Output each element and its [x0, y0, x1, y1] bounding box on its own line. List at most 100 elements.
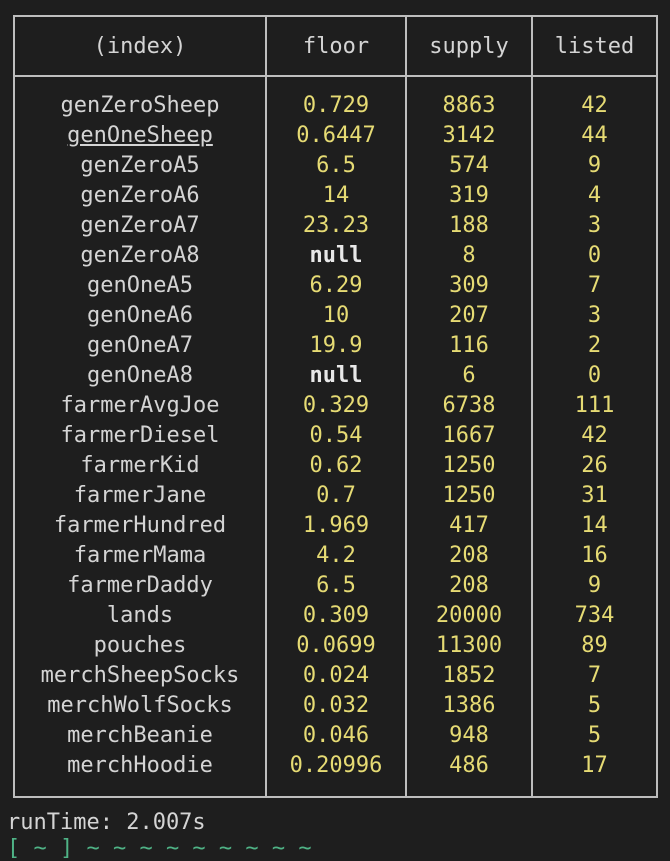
cell-listed: 111 — [531, 391, 658, 421]
cell-index: pouches — [13, 631, 267, 661]
cell-listed: 4 — [531, 181, 658, 211]
cell-floor: 23.23 — [265, 211, 407, 241]
cell-listed: 9 — [531, 151, 658, 181]
table-row: farmerKid 0.62 1250 26 — [13, 451, 658, 481]
table-row: genZeroA7 23.23 188 3 — [13, 211, 658, 241]
console-table: (index) floor supply listed genZeroSheep… — [13, 15, 658, 798]
cell-listed: 42 — [531, 421, 658, 451]
cell-index: farmerDaddy — [13, 571, 267, 601]
table-row: genOneA6 10 207 3 — [13, 301, 658, 331]
cell-listed: 2 — [531, 331, 658, 361]
cell-index: genOneA7 — [13, 331, 267, 361]
cell-index: genOneA5 — [13, 271, 267, 301]
table-row: merchHoodie 0.20996 486 17 — [13, 751, 658, 781]
cell-index: farmerDiesel — [13, 421, 267, 451]
table-bottom-spacer — [13, 781, 658, 797]
cell-floor: 0.20996 — [265, 751, 407, 781]
cell-supply: 207 — [405, 301, 533, 331]
cell-supply: 188 — [405, 211, 533, 241]
cell-floor: 0.54 — [265, 421, 407, 451]
cell-listed: 89 — [531, 631, 658, 661]
cell-supply: 574 — [405, 151, 533, 181]
cell-supply: 1250 — [405, 451, 533, 481]
cell-index: farmerHundred — [13, 511, 267, 541]
table-top-spacer — [13, 76, 658, 91]
cell-listed: 0 — [531, 361, 658, 391]
cell-supply: 319 — [405, 181, 533, 211]
cell-index: farmerJane — [13, 481, 267, 511]
cell-listed: 3 — [531, 211, 658, 241]
cell-index: genZeroA6 — [13, 181, 267, 211]
table-row: genZeroA5 6.5 574 9 — [13, 151, 658, 181]
cell-floor: 0.046 — [265, 721, 407, 751]
cell-index: farmerAvgJoe — [13, 391, 267, 421]
cell-floor: 1.969 — [265, 511, 407, 541]
cell-supply: 309 — [405, 271, 533, 301]
cell-supply: 116 — [405, 331, 533, 361]
table-row: farmerMama 4.2 208 16 — [13, 541, 658, 571]
cell-listed: 17 — [531, 751, 658, 781]
prompt-line: [ ~ ] ~ ~ ~ ~ ~ ~ ~ ~ ~ — [7, 836, 312, 861]
cell-supply: 208 — [405, 541, 533, 571]
cell-floor: 4.2 — [265, 541, 407, 571]
table-row: pouches 0.0699 11300 89 — [13, 631, 658, 661]
cell-index: merchBeanie — [13, 721, 267, 751]
cell-floor: 0.7 — [265, 481, 407, 511]
cell-index: genZeroA8 — [13, 241, 267, 271]
cell-floor: 0.024 — [265, 661, 407, 691]
cell-supply: 208 — [405, 571, 533, 601]
cell-supply: 1852 — [405, 661, 533, 691]
cell-supply: 20000 — [405, 601, 533, 631]
cell-supply: 11300 — [405, 631, 533, 661]
cell-supply: 1667 — [405, 421, 533, 451]
table-row: farmerAvgJoe 0.329 6738 111 — [13, 391, 658, 421]
cell-supply: 1386 — [405, 691, 533, 721]
cell-floor: 6.5 — [265, 571, 407, 601]
cell-floor: 6.29 — [265, 271, 407, 301]
cell-index: merchWolfSocks — [13, 691, 267, 721]
table-row: genZeroA8 null 8 0 — [13, 241, 658, 271]
cell-floor: 0.309 — [265, 601, 407, 631]
table-row: farmerHundred 1.969 417 14 — [13, 511, 658, 541]
table-row: genZeroA6 14 319 4 — [13, 181, 658, 211]
table-row: genOneA8 null 6 0 — [13, 361, 658, 391]
cell-floor: 0.032 — [265, 691, 407, 721]
cell-supply: 6 — [405, 361, 533, 391]
table-row: merchWolfSocks 0.032 1386 5 — [13, 691, 658, 721]
cell-listed: 5 — [531, 721, 658, 751]
cell-floor: 0.62 — [265, 451, 407, 481]
runtime-output: runTime: 2.007s — [7, 810, 206, 835]
cell-listed: 7 — [531, 271, 658, 301]
cell-floor: 0.6447 — [265, 121, 407, 151]
table-body: genZeroSheep 0.729 8863 42 genOneSheep 0.6447… — [13, 76, 658, 797]
cell-listed: 3 — [531, 301, 658, 331]
table-row: genOneA7 19.9 116 2 — [13, 331, 658, 361]
cell-supply: 6738 — [405, 391, 533, 421]
cell-index: genZeroA5 — [13, 151, 267, 181]
table-row: farmerDiesel 0.54 1667 42 — [13, 421, 658, 451]
cell-listed: 14 — [531, 511, 658, 541]
cell-floor: null — [265, 361, 407, 391]
table-header-row: (index) floor supply listed — [13, 16, 658, 77]
cell-supply: 948 — [405, 721, 533, 751]
table-row: farmerDaddy 6.5 208 9 — [13, 571, 658, 601]
cell-floor: 0.0699 — [265, 631, 407, 661]
cell-floor: 0.329 — [265, 391, 407, 421]
cell-listed: 734 — [531, 601, 658, 631]
header-index: (index) — [13, 16, 267, 77]
cell-supply: 486 — [405, 751, 533, 781]
cell-index: merchSheepSocks — [13, 661, 267, 691]
index-label-underlined: genOneSheep — [67, 123, 213, 148]
cell-listed: 44 — [531, 121, 658, 151]
cell-index: genZeroA7 — [13, 211, 267, 241]
table-row: farmerJane 0.7 1250 31 — [13, 481, 658, 511]
table-row: lands 0.309 20000 734 — [13, 601, 658, 631]
cell-index: genOneA8 — [13, 361, 267, 391]
cell-listed: 31 — [531, 481, 658, 511]
cell-supply: 8 — [405, 241, 533, 271]
cell-supply: 1250 — [405, 481, 533, 511]
cell-floor: 19.9 — [265, 331, 407, 361]
cell-supply: 8863 — [405, 91, 533, 121]
cell-index: genOneA6 — [13, 301, 267, 331]
